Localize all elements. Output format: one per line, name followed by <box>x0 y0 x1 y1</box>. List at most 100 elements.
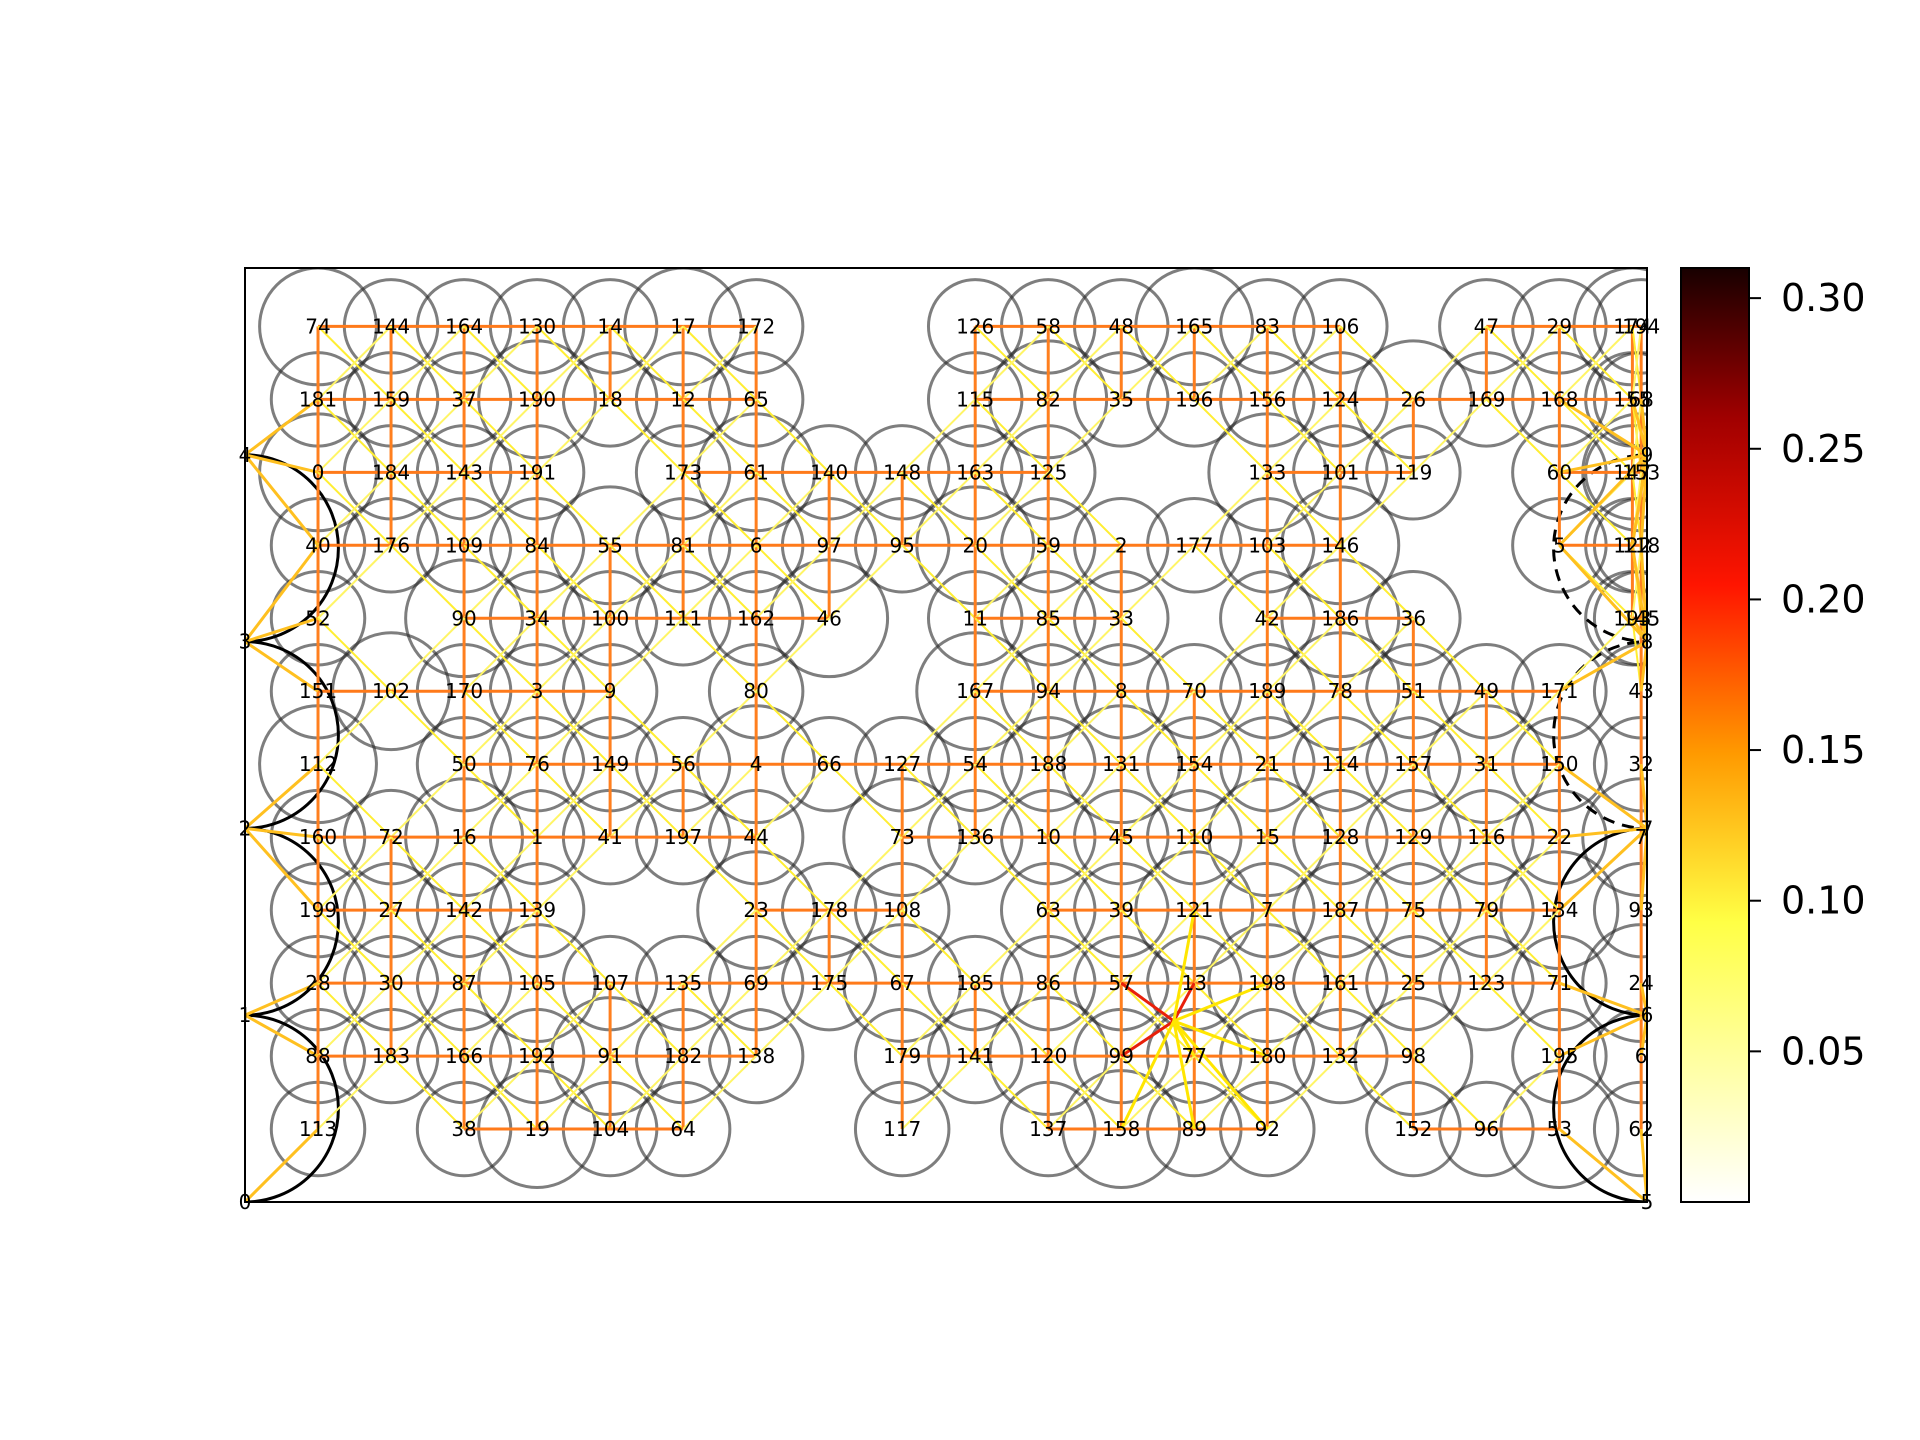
node-label: 159 <box>372 387 410 411</box>
node-label: 117 <box>883 1117 921 1141</box>
node-label: 150 <box>1540 752 1578 776</box>
node-label: 60 <box>1547 460 1572 484</box>
colorbar-tick-label: 0.25 <box>1781 427 1866 471</box>
node-label: 91 <box>597 1044 622 1068</box>
node-label: 7 <box>1261 898 1274 922</box>
node-label: 87 <box>451 971 476 995</box>
node-label: 0 <box>312 460 325 484</box>
node-label: 188 <box>1029 752 1067 776</box>
node-label: 99 <box>1109 1044 1134 1068</box>
node-label: 63 <box>1036 898 1061 922</box>
node-label: 74 <box>305 314 330 338</box>
boundary-node-label: 5 <box>1641 1190 1654 1214</box>
node-label: 84 <box>524 533 549 557</box>
node-label: 149 <box>591 752 629 776</box>
node-label: 169 <box>1467 387 1505 411</box>
colorbar-tick-label: 0.15 <box>1781 728 1866 772</box>
node-label: 156 <box>1248 387 1286 411</box>
node-label: 31 <box>1474 752 1499 776</box>
node-label: 197 <box>664 825 702 849</box>
node-label: 59 <box>1036 533 1061 557</box>
node-label: 86 <box>1036 971 1061 995</box>
node-label: 172 <box>737 314 775 338</box>
node-label: 191 <box>518 460 556 484</box>
node-label: 113 <box>299 1117 337 1141</box>
node-label: 142 <box>445 898 483 922</box>
node-label: 167 <box>956 679 994 703</box>
node-label: 129 <box>1394 825 1432 849</box>
node-label: 183 <box>372 1044 410 1068</box>
node-label: 177 <box>1175 533 1213 557</box>
node-label: 12 <box>670 387 695 411</box>
boundary-node-label: 6 <box>1641 1003 1654 1027</box>
node-label: 44 <box>743 825 768 849</box>
node-label: 108 <box>883 898 921 922</box>
node-label: 116 <box>1467 825 1505 849</box>
node-label: 6 <box>1635 1044 1648 1068</box>
boundary-node-label: 9 <box>1641 443 1654 467</box>
node-label: 130 <box>518 314 556 338</box>
node-label: 190 <box>518 387 556 411</box>
node-label: 8 <box>1115 679 1128 703</box>
node-label: 97 <box>816 533 841 557</box>
node-label: 111 <box>664 606 702 630</box>
node-label: 76 <box>524 752 549 776</box>
node-label: 143 <box>445 460 483 484</box>
node-label: 32 <box>1628 752 1653 776</box>
node-label: 47 <box>1474 314 1499 338</box>
node-label: 146 <box>1321 533 1359 557</box>
boundary-node-label: 8 <box>1641 630 1654 654</box>
node-label: 170 <box>445 679 483 703</box>
node-label: 17 <box>670 314 695 338</box>
node-label: 151 <box>299 679 337 703</box>
node-label: 46 <box>816 606 841 630</box>
node-label: 139 <box>518 898 556 922</box>
boundary-node-label: 2 <box>239 816 252 840</box>
node-label: 48 <box>1109 314 1134 338</box>
node-label: 144 <box>372 314 410 338</box>
node-label: 58 <box>1036 314 1061 338</box>
node-label: 175 <box>810 971 848 995</box>
node-label: 120 <box>1029 1044 1067 1068</box>
colorbar-tick-label: 0.20 <box>1781 577 1866 621</box>
node-label: 70 <box>1182 679 1207 703</box>
node-label: 179 <box>883 1044 921 1068</box>
node-label: 4 <box>750 752 763 776</box>
node-label: 152 <box>1394 1117 1432 1141</box>
node-label: 182 <box>664 1044 702 1068</box>
node-label: 105 <box>518 971 556 995</box>
node-label: 28 <box>305 971 330 995</box>
node-label: 21 <box>1255 752 1280 776</box>
node-label: 178 <box>810 898 848 922</box>
node-label: 68 <box>1628 387 1653 411</box>
node-label: 14 <box>597 314 622 338</box>
node-label: 20 <box>962 533 987 557</box>
node-label: 196 <box>1175 387 1213 411</box>
node-label: 36 <box>1401 606 1426 630</box>
node-label: 54 <box>962 752 987 776</box>
node-label: 64 <box>670 1117 695 1141</box>
colorbar-ticks: 0.05 0.10 0.15 0.20 0.25 0.30 <box>1749 276 1866 1073</box>
node-label: 106 <box>1321 314 1359 338</box>
node-label: 27 <box>378 898 403 922</box>
node-label: 90 <box>451 606 476 630</box>
node-label: 161 <box>1321 971 1359 995</box>
node-label: 16 <box>451 825 476 849</box>
node-label: 157 <box>1394 752 1432 776</box>
node-label: 85 <box>1036 606 1061 630</box>
node-label: 187 <box>1321 898 1359 922</box>
node-label: 43 <box>1628 679 1653 703</box>
node-label: 114 <box>1321 752 1359 776</box>
colorbar-gradient <box>1681 268 1749 1202</box>
node-label: 38 <box>451 1117 476 1141</box>
node-label: 93 <box>1628 898 1653 922</box>
node-label: 166 <box>445 1044 483 1068</box>
node-label: 41 <box>597 825 622 849</box>
node-label: 124 <box>1321 387 1359 411</box>
node-label: 148 <box>883 460 921 484</box>
node-label: 145 <box>1622 606 1660 630</box>
node-label: 37 <box>451 387 476 411</box>
node-label: 15 <box>1255 825 1280 849</box>
node-label: 24 <box>1628 971 1653 995</box>
node-label: 128 <box>1321 825 1359 849</box>
